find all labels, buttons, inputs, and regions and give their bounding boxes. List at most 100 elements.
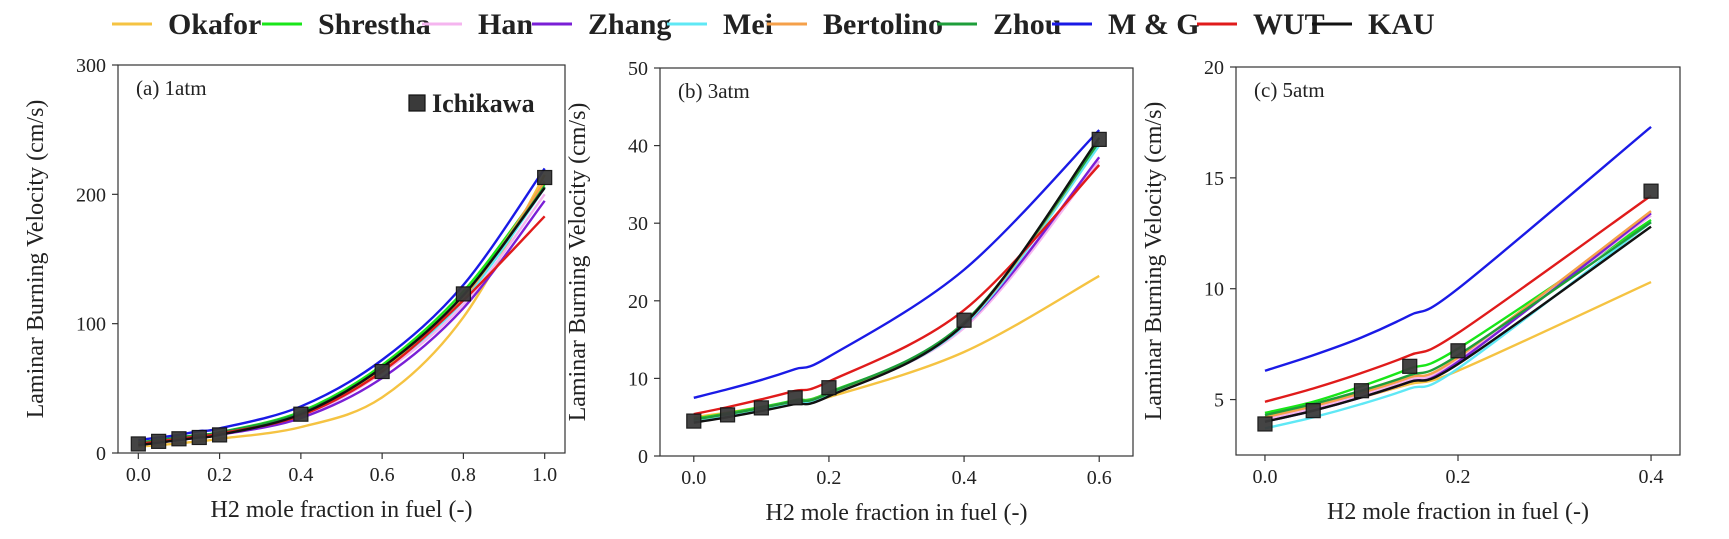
panel-title: (b) 3atm	[678, 79, 750, 103]
legend-entry-shrestha: Shrestha	[262, 8, 431, 41]
legend-entry-kau: KAU	[1312, 8, 1435, 41]
y-tick-label: 20	[1204, 57, 1224, 79]
legend-label-shrestha: Shrestha	[318, 8, 431, 41]
panel-2: 0.0 0.2 0.4 0.6 0 10 20 30 40 50 H2 mole fraction …	[565, 58, 1134, 526]
panel-1: 0.0 0.2 0.4 0.6 0.8 1.0 0 100 200 300 H2 mole frac…	[23, 55, 566, 523]
ichikawa-point	[956, 312, 972, 328]
series-line-mei	[1264, 221, 1652, 430]
legend-label-m-and-g: M & G	[1108, 8, 1200, 41]
legend-label-zhang: Zhang	[588, 8, 671, 41]
x-tick-label: 0.4	[288, 464, 313, 486]
x-tick-label: 0.8	[451, 464, 476, 486]
inset-legend-marker	[408, 94, 426, 112]
ichikawa-point	[1091, 131, 1107, 147]
y-axis-label: Laminar Burning Velocity (cm/s)	[23, 100, 49, 419]
legend: Okafor Shrestha Han Zhang Mei Bertolino Zhou M …	[112, 8, 1435, 41]
y-tick-label: 300	[76, 55, 106, 77]
y-axis-label: Laminar Burning Velocity (cm/s)	[565, 103, 591, 422]
ichikawa-point	[211, 427, 228, 443]
series-line-zhang	[1264, 212, 1652, 423]
series-line-han	[138, 193, 546, 447]
legend-entry-bertolino: Bertolino	[767, 8, 943, 41]
x-tick-label: 0.4	[952, 467, 977, 489]
ichikawa-point	[1257, 416, 1273, 432]
ichikawa-markers	[686, 131, 1107, 429]
legend-entry-okafor: Okafor	[112, 8, 261, 41]
series-line-wut	[138, 215, 546, 446]
ichikawa-markers	[1257, 183, 1659, 432]
x-tick-label: 0.6	[370, 464, 395, 486]
panel-3: 0.0 0.2 0.4 5 10 15 20 H2 mole fraction in fuel…	[1141, 57, 1681, 525]
series-lines	[138, 167, 546, 448]
ichikawa-point	[130, 436, 146, 452]
series-line-zhou	[138, 185, 546, 444]
panel-title: (c) 5atm	[1254, 78, 1325, 102]
ichikawa-point	[719, 407, 736, 423]
series-lines	[693, 129, 1101, 424]
ichikawa-point	[293, 406, 309, 422]
legend-entry-wut: WUT	[1197, 8, 1325, 41]
y-tick-label: 200	[76, 184, 106, 206]
ichikawa-point	[537, 169, 553, 186]
series-lines	[1264, 125, 1652, 430]
x-tick-label: 1.0	[532, 464, 557, 486]
ichikawa-point	[171, 431, 187, 447]
inset-legend-label: Ichikawa	[432, 89, 535, 118]
x-tick-label: 0.6	[1087, 467, 1112, 489]
series-line-m-and-g	[693, 129, 1101, 399]
ichikawa-point	[1643, 183, 1659, 199]
ichikawa-point	[191, 429, 207, 446]
y-tick-label: 40	[628, 136, 648, 158]
x-tick-label: 0.2	[1446, 466, 1471, 488]
y-tick-label: 30	[628, 213, 648, 235]
legend-label-kau: KAU	[1368, 8, 1435, 41]
ichikawa-point	[686, 413, 702, 429]
ichikawa-point	[374, 363, 390, 380]
series-line-mei	[693, 144, 1101, 423]
series-line-zhang	[138, 200, 546, 447]
y-tick-label: 15	[1204, 168, 1224, 190]
series-line-shrestha	[1264, 218, 1652, 415]
legend-label-bertolino: Bertolino	[823, 8, 943, 41]
panel-title: (a) 1atm	[136, 76, 207, 100]
series-line-kau	[138, 187, 546, 447]
series-line-wut	[1264, 194, 1652, 403]
series-line-bertolino	[138, 180, 546, 446]
x-tick-label: 0.2	[207, 464, 232, 486]
ichikawa-point	[1353, 383, 1370, 399]
y-tick-label: 50	[628, 58, 648, 80]
ichikawa-point	[1402, 358, 1418, 374]
series-line-okafor	[138, 174, 546, 448]
ichikawa-point	[1305, 403, 1321, 419]
y-tick-label: 100	[76, 314, 106, 336]
x-axis-label: H2 mole fraction in fuel (-)	[766, 500, 1028, 526]
series-line-mei	[138, 187, 546, 446]
legend-label-okafor: Okafor	[168, 8, 261, 41]
ichikawa-point	[787, 390, 803, 406]
legend-entry-zhou: Zhou	[937, 8, 1061, 41]
ichikawa-point	[821, 380, 837, 396]
x-tick-label: 0.0	[1252, 466, 1277, 488]
plot-frame	[1235, 66, 1681, 456]
legend-label-zhou: Zhou	[993, 8, 1061, 41]
series-line-han	[1264, 214, 1652, 421]
ichikawa-point	[151, 433, 167, 449]
legend-entry-m-and-g: M & G	[1052, 8, 1200, 41]
plot-frame	[117, 64, 566, 454]
x-tick-label: 0.0	[126, 464, 151, 486]
x-tick-label: 0.4	[1639, 466, 1664, 488]
y-tick-label: 20	[628, 291, 648, 313]
y-tick-label: 0	[638, 446, 648, 468]
ichikawa-point	[1450, 343, 1466, 359]
series-line-m-and-g	[1264, 125, 1652, 372]
series-line-kau	[693, 137, 1101, 424]
legend-label-han: Han	[478, 8, 533, 41]
ichikawa-point	[753, 400, 769, 416]
y-tick-label: 0	[96, 443, 106, 465]
y-tick-label: 10	[628, 368, 648, 390]
series-line-okafor	[693, 274, 1100, 419]
ichikawa-point	[455, 286, 472, 302]
y-tick-label: 10	[1204, 279, 1224, 301]
